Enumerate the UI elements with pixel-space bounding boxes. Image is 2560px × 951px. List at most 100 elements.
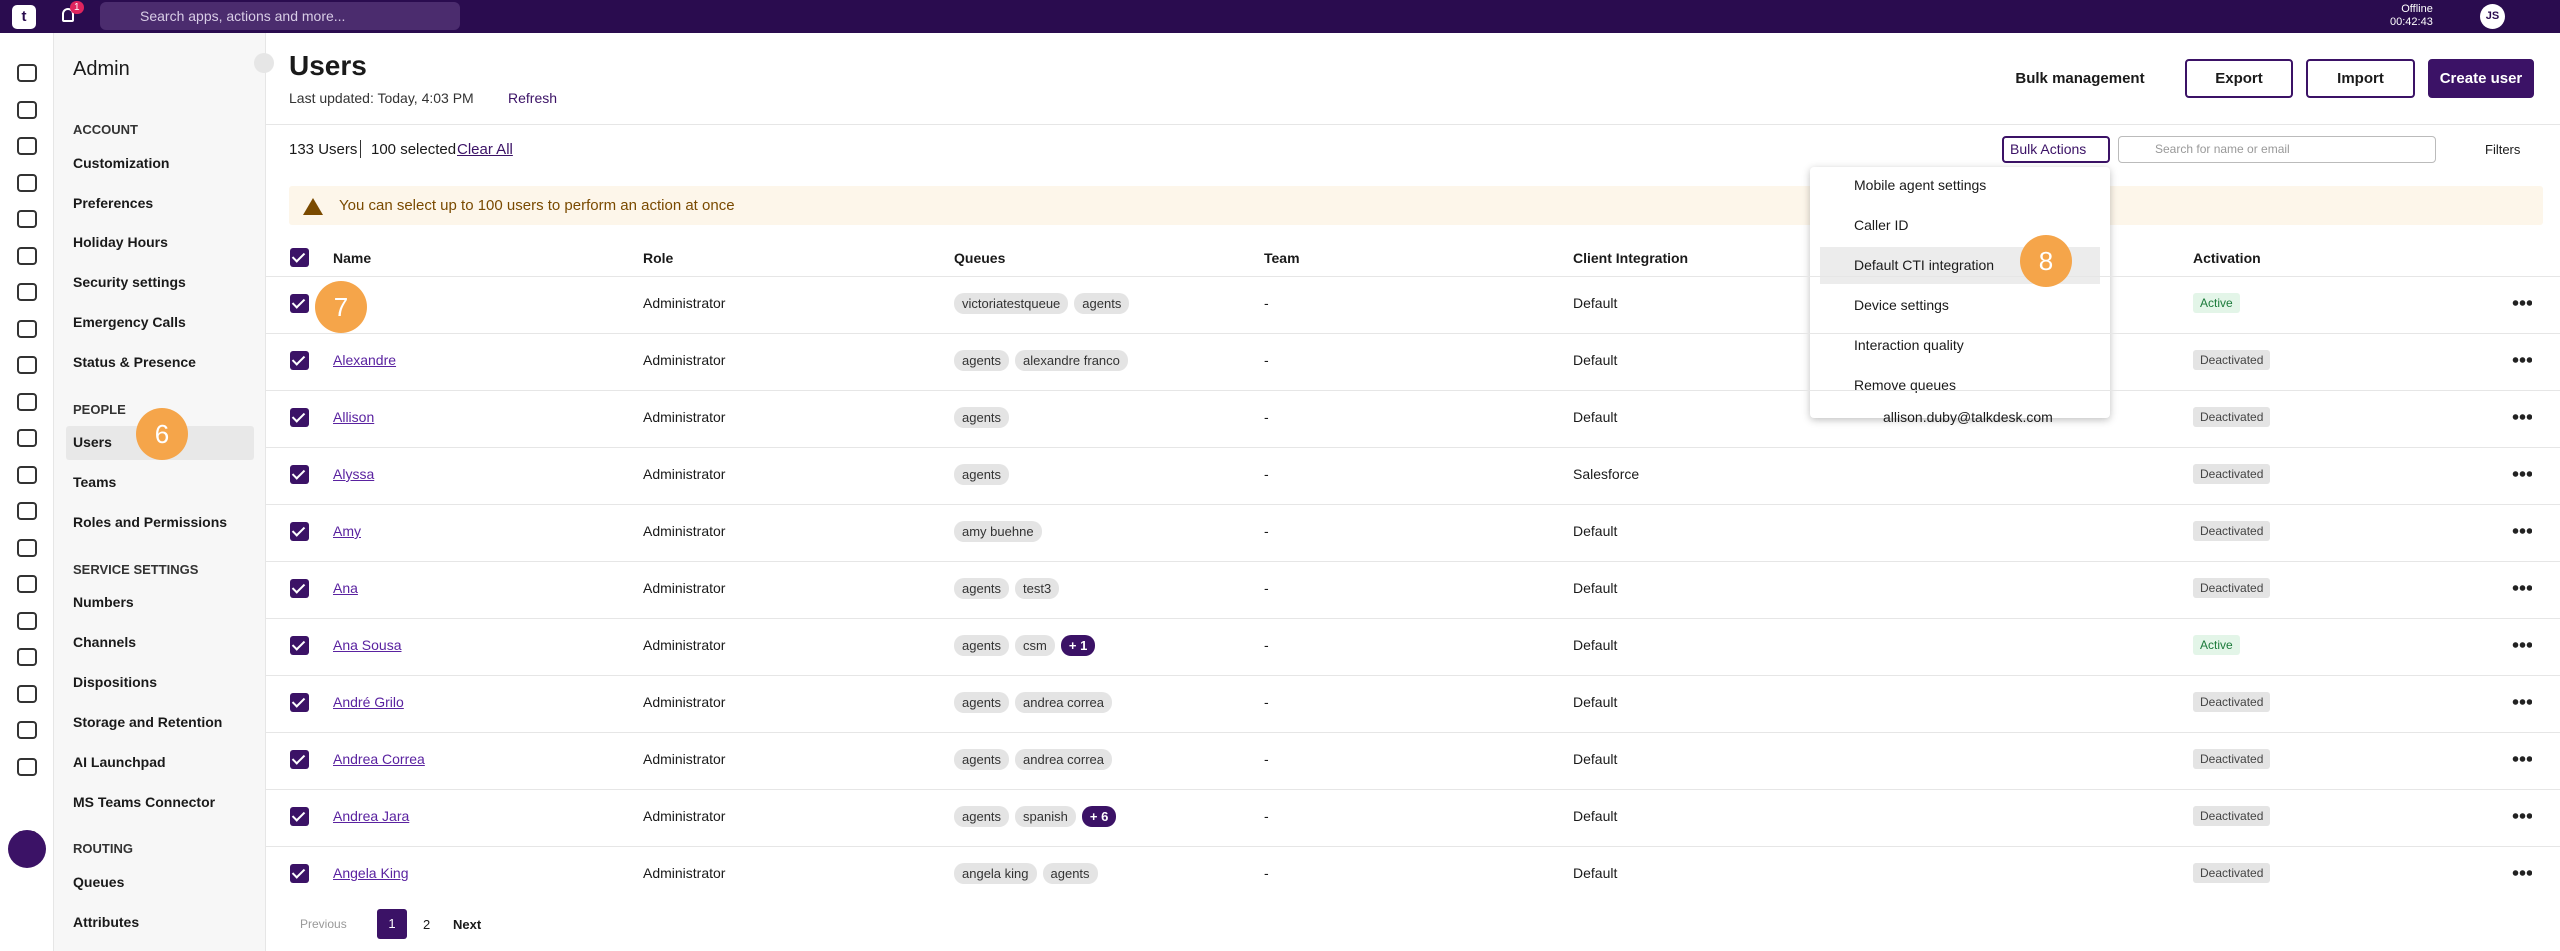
row-checkbox[interactable] [290,636,309,655]
nav-icon[interactable] [17,173,37,192]
bulk-actions[interactable]: Bulk Actions [2002,136,2110,163]
row-menu[interactable] [2512,357,2532,363]
row-checkbox[interactable] [290,465,309,484]
avatar[interactable]: JS [2480,4,2505,29]
bell[interactable] [62,8,74,22]
user-name[interactable]: Ana Sousa [333,637,402,653]
row-checkbox[interactable] [290,864,309,883]
nav-item[interactable]: Queues [73,874,125,890]
nav-icon[interactable] [17,319,37,338]
nav-item[interactable]: MS Teams Connector [73,794,216,810]
nav-icon[interactable] [17,721,37,739]
user-name[interactable]: Angela King [333,865,409,881]
logo[interactable]: t [12,5,36,29]
nav-item[interactable]: Teams [73,474,117,490]
user-name[interactable]: Andrea Correa [333,751,425,767]
nav-icon[interactable] [17,283,37,301]
nav-icon[interactable] [17,64,37,82]
nav-icon[interactable] [17,210,37,228]
user-name[interactable]: Andrea Jara [333,808,410,824]
user-name[interactable]: Alyssa [333,466,375,482]
nav-item[interactable]: Attributes [73,914,140,930]
nav-icon[interactable] [17,502,37,520]
nav-icon[interactable] [17,246,37,265]
page-link[interactable]: 2 [423,917,431,932]
refresh[interactable]: Refresh [508,90,558,106]
nav-item[interactable]: Customization [73,155,170,171]
row-menu[interactable] [2512,870,2532,876]
nav-icon[interactable] [17,465,37,484]
nav-icon[interactable] [17,137,37,155]
menu-item[interactable]: Remove queues [1854,377,1956,393]
row-menu[interactable] [2512,813,2532,819]
nav-icon[interactable] [17,100,37,119]
nav-icon[interactable] [17,757,37,776]
nav-item[interactable]: Roles and Permissions [73,514,228,530]
nav-item[interactable]: AI Launchpad [73,754,166,770]
menu-item[interactable]: Caller ID [1854,217,1909,233]
nav-icon[interactable] [17,538,37,557]
header-button[interactable]: Create user [2428,59,2534,98]
nav-icon[interactable] [17,392,37,411]
menu-item[interactable]: Default CTI integration [1854,257,1995,273]
global-search[interactable]: Search apps, actions and more... [100,2,460,30]
row-checkbox[interactable] [290,750,309,769]
menu-item[interactable]: Device settings [1854,297,1949,313]
nav-item[interactable]: Storage and Retention [73,714,223,730]
clear-all[interactable]: Clear All [457,141,513,158]
nav-item[interactable]: Emergency Calls [73,314,186,330]
user-name[interactable]: Alexandre [333,352,397,368]
header-button[interactable]: Export [2185,59,2293,98]
header-button[interactable]: Bulk management [2015,70,2145,87]
more[interactable] [8,830,46,868]
nav-icon[interactable] [17,429,37,447]
menu-item[interactable]: Interaction quality [1854,337,1964,353]
page-link[interactable]: Previous [300,917,347,931]
row-menu[interactable] [2512,414,2532,420]
row-checkbox[interactable] [290,579,309,598]
nav-icon[interactable] [17,356,37,374]
nav-icon[interactable] [17,684,37,703]
collapse[interactable] [254,53,274,73]
row-menu[interactable] [2512,471,2532,477]
page-link[interactable]: Next [453,917,482,932]
team: - [1264,637,1269,653]
user-name[interactable]: André Grilo [333,694,404,710]
header-checkbox[interactable] [290,248,309,267]
row-checkbox[interactable] [290,294,309,313]
more-queues[interactable]: + 1 [1060,635,1096,656]
nav-item[interactable]: Channels [73,634,137,650]
user-name[interactable]: Amy [333,523,361,539]
status[interactable]: Offline 00:42:43 [2390,3,2433,29]
row-menu[interactable] [2512,300,2532,306]
nav-item[interactable]: Dispositions [73,674,158,690]
nav-item[interactable]: Security settings [73,274,186,290]
row-menu[interactable] [2512,585,2532,591]
row-checkbox[interactable] [290,693,309,712]
row-checkbox[interactable] [290,408,309,427]
row-checkbox[interactable] [290,807,309,826]
header-button[interactable]: Import [2306,59,2415,98]
user-search[interactable]: Search for name or email [2118,136,2436,163]
nav-item[interactable]: Holiday Hours [73,234,168,250]
activation: Deactivated [2193,863,2271,883]
nav-item[interactable]: Users [73,434,112,450]
row-checkbox[interactable] [290,522,309,541]
user-name[interactable]: Allison [333,409,375,425]
user-name[interactable]: Ana [333,580,358,596]
nav-item[interactable]: Status & Presence [73,354,196,370]
row-menu[interactable] [2512,756,2532,762]
row-checkbox[interactable] [290,351,309,370]
page-link[interactable]: 1 [377,909,407,939]
nav-item[interactable]: Preferences [73,195,154,211]
row-menu[interactable] [2512,528,2532,534]
more-queues[interactable]: + 6 [1081,806,1117,827]
menu-item[interactable]: Mobile agent settings [1854,177,1987,193]
row-menu[interactable] [2512,642,2532,648]
nav-icon[interactable] [17,575,37,593]
nav-icon[interactable] [17,648,37,666]
row-menu[interactable] [2512,699,2532,705]
nav-item[interactable]: Numbers [73,594,134,610]
nav-icon[interactable] [17,611,37,630]
filters[interactable]: Filters [2485,142,2521,157]
